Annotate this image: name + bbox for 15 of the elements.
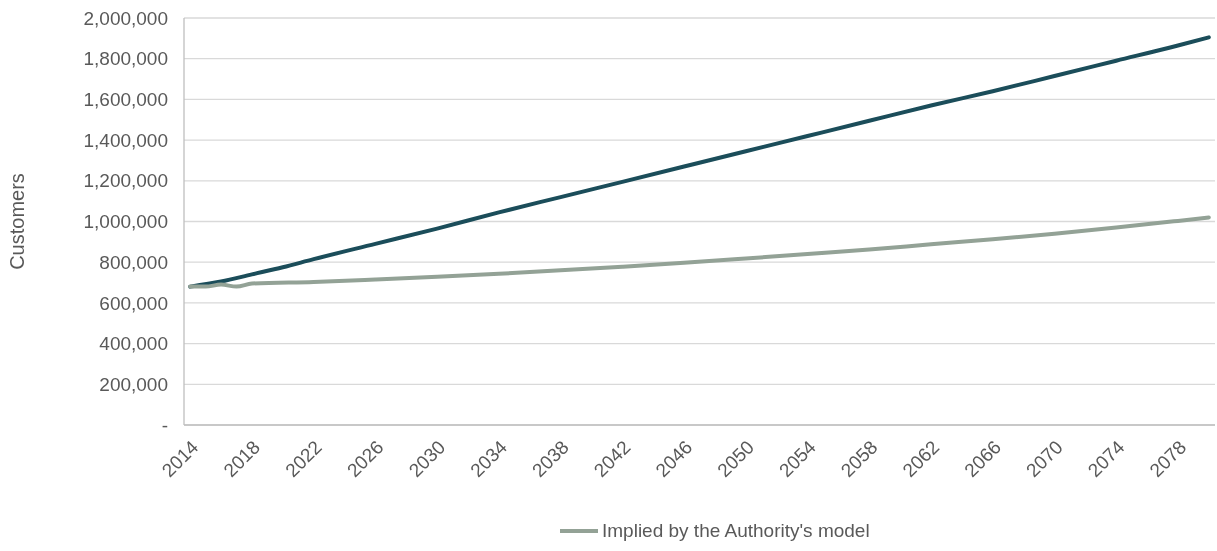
y-tick-label: 600,000: [99, 292, 168, 314]
y-tick-label: 1,400,000: [83, 129, 168, 151]
y-tick-label: 1,200,000: [83, 170, 168, 192]
y-tick-label: 800,000: [99, 251, 168, 273]
y-tick-label: 1,000,000: [83, 211, 168, 233]
y-axis-title: Customers: [6, 173, 28, 270]
y-tick-label: 1,800,000: [83, 48, 168, 70]
legend-label: Implied by the Authority's model: [602, 520, 870, 541]
line-series: [188, 215, 1211, 289]
y-tick-label: 400,000: [99, 333, 168, 355]
y-tick-label: -: [161, 414, 168, 436]
y-tick-label: 200,000: [99, 373, 168, 395]
line-series: [188, 35, 1211, 289]
y-tick-label: 1,600,000: [83, 89, 168, 111]
y-tick-label: 2,000,000: [83, 7, 168, 29]
